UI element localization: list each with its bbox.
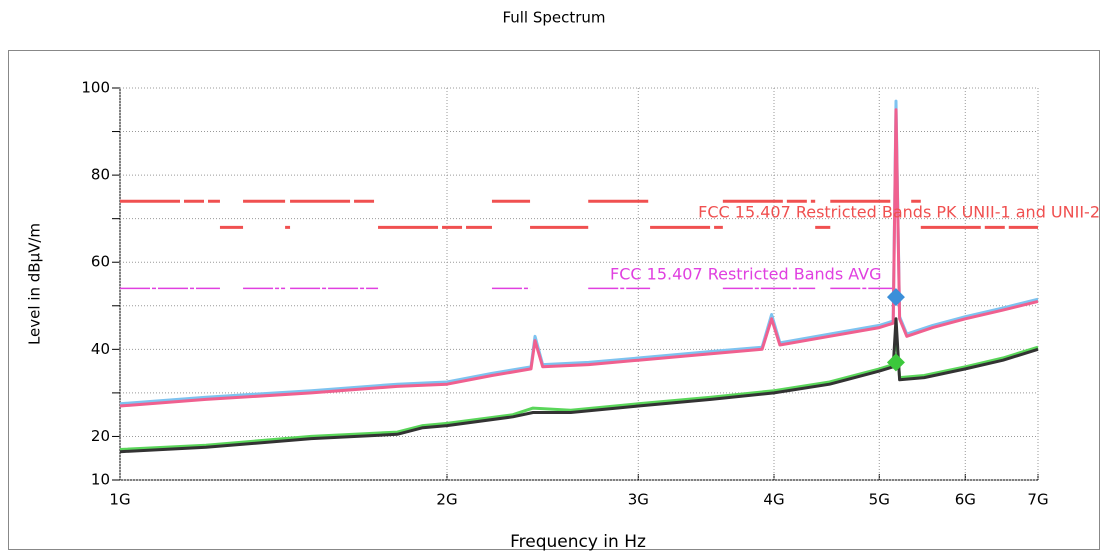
x-tick-label: 5G [869, 491, 890, 509]
chart-title: Full Spectrum [502, 9, 605, 27]
chart-frame [8, 50, 1100, 550]
y-tick-label: 10 [91, 471, 110, 489]
x-tick-label: 2G [436, 491, 457, 509]
x-tick-label: 4G [763, 491, 784, 509]
x-tick-label: 3G [628, 491, 649, 509]
limit-label: FCC 15.407 Restricted Bands AVG [610, 265, 882, 284]
x-tick-label: 7G [1027, 491, 1048, 509]
y-tick-label: 20 [91, 427, 110, 445]
trace [119, 108, 1039, 408]
marker [886, 353, 905, 372]
limit-label: FCC 15.407 Restricted Bands PK UNII-1 an… [698, 203, 1100, 222]
x-tick-label: 1G [109, 491, 130, 509]
y-axis-label: Level in dBµV/m [26, 223, 44, 345]
y-tick-label: 100 [81, 79, 110, 97]
marker [886, 288, 905, 307]
trace [119, 330, 1039, 451]
y-tick-label: 80 [91, 166, 110, 184]
y-tick-label: 40 [91, 340, 110, 358]
x-axis-label: Frequency in Hz [510, 532, 646, 552]
x-tick-label: 6G [955, 491, 976, 509]
y-tick-label: 60 [91, 253, 110, 271]
trace [119, 317, 1039, 454]
